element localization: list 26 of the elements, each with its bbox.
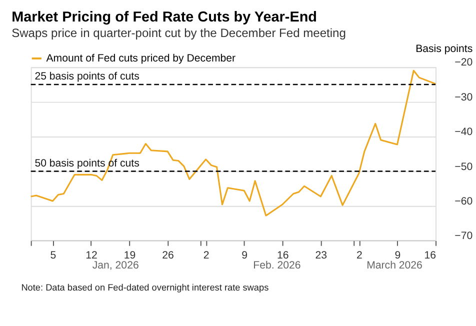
text: Feb. 2026 [253, 260, 301, 272]
x-tick-label: 2 [356, 249, 363, 262]
x-tick-label: 26 [162, 249, 174, 262]
x-tick-label: 5 [50, 249, 56, 262]
x-tick-label: 12 [86, 249, 98, 262]
x-tick-label: 9 [242, 249, 248, 262]
y-tick-label: −70 [454, 230, 473, 242]
y-axis-title: Basis points [416, 43, 473, 56]
text: March 2026 [366, 260, 423, 272]
x-tick-label: 23 [315, 249, 328, 262]
legend-label: Amount of Fed cuts priced by December [46, 52, 236, 64]
y-tick-label: −30 [454, 91, 473, 104]
x-tick-label: 9 [394, 249, 401, 262]
text: Note: Data based on Fed-dated overnight interest rate swaps [21, 282, 270, 293]
y-tick-label: −20 [454, 56, 473, 69]
text: Jan, 2026 [92, 260, 139, 272]
x-tick-label: 16 [424, 249, 436, 262]
chart-title: Market Pricing of Fed Rate Cuts by Year-End [12, 9, 317, 26]
y-tick-label: −50 [454, 160, 473, 173]
y-tick-label: −40 [454, 126, 473, 138]
ref-line-label: 25 basis points of cuts [34, 70, 140, 83]
x-tick-label: 19 [124, 249, 136, 262]
chart-subtitle: Swaps price in quarter-point cut by the December Fed meeting [12, 26, 346, 40]
y-tick-label: −60 [454, 195, 473, 208]
x-tick-label: 2 [203, 249, 210, 262]
x-tick-label: 16 [276, 249, 289, 262]
